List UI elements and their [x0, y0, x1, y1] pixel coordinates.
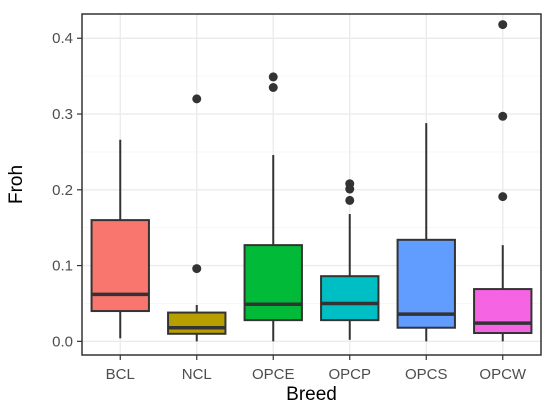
y-tick-label: 0.2 — [52, 182, 73, 199]
outlier-point — [498, 192, 508, 202]
boxes-layer — [90, 20, 533, 342]
x-tick-label: OPCP — [328, 366, 371, 383]
box-opcp — [320, 179, 380, 340]
outlier-point — [345, 195, 355, 205]
box-ncl — [167, 94, 227, 342]
box-iqr — [473, 288, 533, 335]
box-iqr — [320, 275, 380, 322]
x-tick-label: OPCE — [252, 366, 295, 383]
y-tick-label: 0.4 — [52, 30, 73, 47]
x-axis-ticks: BCL NCL OPCE OPCP OPCS OPCW — [106, 355, 527, 383]
outlier-point — [192, 94, 202, 104]
box-iqr — [90, 219, 150, 313]
outlier-point — [498, 111, 508, 121]
y-axis-title: Froh — [6, 165, 27, 204]
x-tick-label: OPCS — [405, 366, 448, 383]
x-axis-title: Breed — [286, 384, 337, 405]
x-tick-label: NCL — [182, 366, 212, 383]
outlier-point — [268, 72, 278, 82]
y-tick-label: 0.0 — [52, 333, 73, 350]
y-tick-label: 0.3 — [52, 106, 73, 123]
outlier-point — [192, 264, 202, 274]
x-tick-label: BCL — [106, 366, 135, 383]
minor-gridlines — [82, 75, 541, 304]
box-opcs — [396, 123, 456, 342]
y-axis-ticks: 0.0 0.1 0.2 0.3 0.4 — [52, 30, 82, 350]
box-opce — [243, 72, 303, 342]
outlier-point — [268, 83, 278, 93]
x-tick-label: OPCW — [479, 366, 527, 383]
box-iqr — [167, 311, 227, 335]
panel-border — [81, 13, 542, 356]
box-iqr — [243, 244, 303, 322]
outlier-point — [498, 20, 508, 30]
y-tick-label: 0.1 — [52, 258, 73, 275]
outlier-point — [345, 179, 355, 189]
box-opcw — [473, 20, 533, 342]
box-bcl — [90, 139, 150, 339]
